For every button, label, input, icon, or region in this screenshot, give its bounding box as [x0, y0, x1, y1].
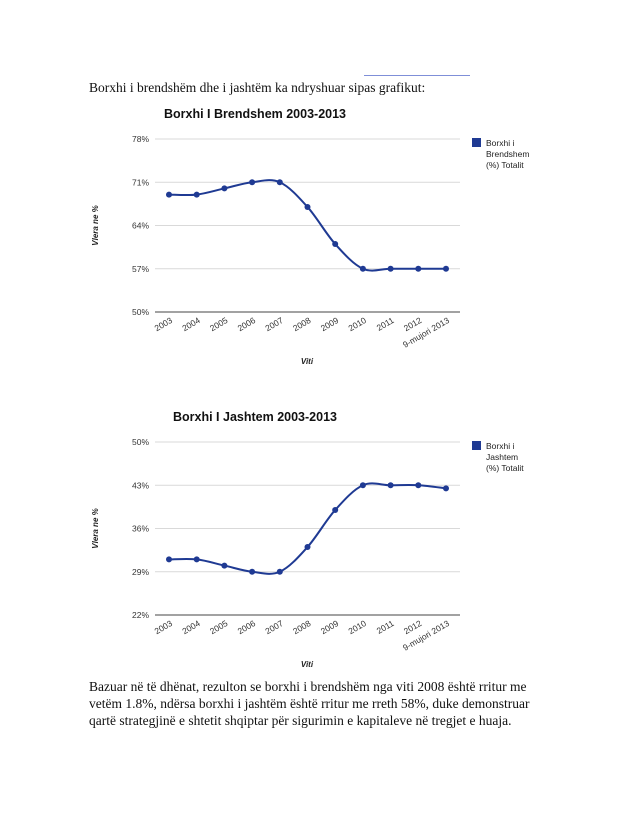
- x-tick-label: 2007: [263, 618, 285, 636]
- conclusion-paragraph: Bazuar në të dhënat, rezulton se borxhi …: [89, 678, 549, 729]
- x-axis-label: Viti: [301, 660, 314, 669]
- legend-label: (%) Totalit: [486, 463, 524, 473]
- conclusion-line: qartë strategjinë e shtetit shqiptar për…: [89, 713, 512, 728]
- data-point: [193, 556, 200, 563]
- x-tick-label: 2009: [319, 315, 341, 333]
- y-tick-label: 64%: [132, 221, 149, 231]
- data-point: [415, 265, 422, 272]
- data-point: [249, 179, 256, 186]
- x-tick-label: 2007: [263, 315, 285, 333]
- legend-swatch: [472, 138, 481, 147]
- data-point: [249, 568, 256, 575]
- x-tick-label: 2004: [180, 618, 202, 636]
- intro-text: Borxhi i brendshëm dhe i jashtëm ka ndry…: [89, 80, 426, 95]
- y-tick-label: 29%: [132, 567, 149, 577]
- conclusion-line: Bazuar në të dhënat, rezulton se borxhi …: [89, 679, 527, 694]
- legend-label: Borxhi i: [486, 441, 514, 451]
- data-point: [221, 562, 228, 569]
- chart-title: Borxhi I Jashtem 2003-2013: [173, 410, 337, 424]
- chart-borxhi-jashtem: Borxhi I Jashtem 2003-2013 22% 29% 36% 43% 50…: [91, 410, 524, 669]
- data-point: [415, 482, 422, 489]
- legend-label: Jashtem: [486, 452, 518, 462]
- data-point: [166, 556, 172, 563]
- x-tick-label: 2003: [153, 315, 175, 333]
- y-tick-label: 50%: [132, 307, 149, 317]
- y-tick-label: 57%: [132, 264, 149, 274]
- x-tick-label: 2010: [347, 618, 369, 636]
- y-tick-label: 71%: [132, 177, 149, 187]
- y-tick-label: 22%: [132, 610, 149, 620]
- x-tick-label: 2006: [236, 618, 258, 636]
- x-tick-label: 2003: [153, 618, 175, 636]
- x-tick-label: 2005: [208, 315, 230, 333]
- chart-borxhi-brendshem: Borxhi I Brendshem 2003-2013 50% 57% 64% 71%…: [91, 107, 529, 366]
- data-point: [332, 506, 339, 513]
- legend-label: Borxhi i: [486, 138, 514, 148]
- data-point: [387, 482, 394, 489]
- data-point: [443, 265, 449, 272]
- y-tick-label: 43%: [132, 480, 149, 490]
- y-axis-label: Vlera ne %: [91, 205, 100, 245]
- top-divider-line: [364, 75, 470, 76]
- x-tick-label: 2010: [347, 315, 369, 333]
- conclusion-line: vetëm 1.8%, ndërsa borxhi i jashtëm ësht…: [89, 696, 530, 711]
- data-point: [359, 265, 366, 272]
- y-tick-label: 36%: [132, 524, 149, 534]
- y-axis-label: Vlera ne %: [91, 508, 100, 548]
- legend-label: Brendshem: [486, 149, 529, 159]
- data-point: [304, 203, 311, 210]
- x-tick-label: 2008: [291, 618, 313, 636]
- x-tick-label: 2011: [375, 618, 396, 636]
- data-point: [443, 485, 449, 492]
- data-point: [387, 265, 394, 272]
- data-point: [166, 191, 172, 198]
- data-point: [304, 544, 311, 551]
- data-point: [193, 191, 200, 198]
- data-point: [359, 482, 366, 489]
- x-tick-label: 2006: [236, 315, 258, 333]
- chart-title: Borxhi I Brendshem 2003-2013: [164, 107, 346, 121]
- y-tick-label: 78%: [132, 134, 149, 144]
- x-tick-label: 2004: [180, 315, 202, 333]
- x-tick-label: 2009: [319, 618, 341, 636]
- x-tick-label: 2005: [208, 618, 230, 636]
- legend-swatch: [472, 441, 481, 450]
- data-point: [221, 185, 228, 192]
- x-axis-label: Viti: [301, 357, 314, 366]
- x-tick-label: 2011: [375, 315, 396, 333]
- legend-label: (%) Totalit: [486, 160, 524, 170]
- data-point: [276, 179, 283, 186]
- y-tick-label: 50%: [132, 437, 149, 447]
- data-point: [276, 568, 283, 575]
- x-tick-label: 2008: [291, 315, 313, 333]
- data-point: [332, 241, 339, 248]
